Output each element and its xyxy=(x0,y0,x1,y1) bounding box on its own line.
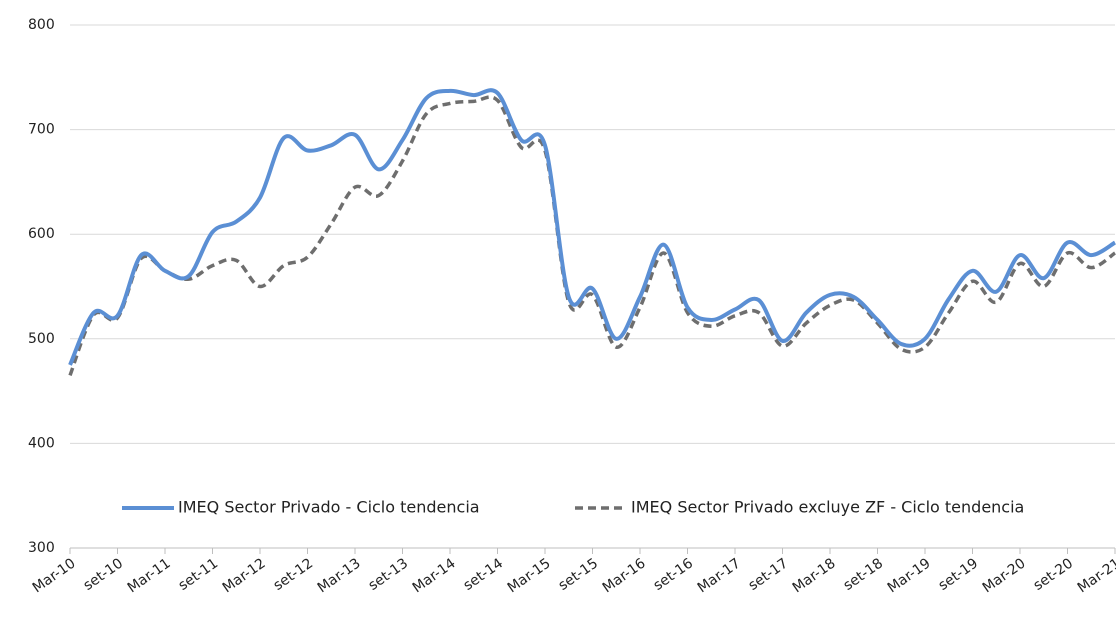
x-tick-label: Mar-21 xyxy=(1075,555,1116,596)
x-tick-label: set-20 xyxy=(1031,555,1076,593)
x-tick-label: Mar-14 xyxy=(410,555,459,596)
x-tick-label: Mar-18 xyxy=(790,555,839,596)
series-line xyxy=(68,88,1116,366)
x-tick-label: Mar-16 xyxy=(600,555,649,596)
y-tick-label: 600 xyxy=(28,226,55,242)
x-tick-label: set-17 xyxy=(746,555,791,593)
x-tick-label: Mar-17 xyxy=(695,555,744,596)
y-tick-label: 800 xyxy=(28,17,55,33)
x-tick-label: Mar-15 xyxy=(505,555,554,596)
y-tick-label: 300 xyxy=(28,540,55,556)
x-tick-label: set-15 xyxy=(556,555,601,593)
series-line xyxy=(68,95,1116,377)
x-tick-label: Mar-10 xyxy=(30,555,79,596)
legend-label: IMEQ Sector Privado - Ciclo tendencia xyxy=(178,498,480,517)
x-tick-label: set-14 xyxy=(461,555,507,594)
y-tick-label: 700 xyxy=(28,122,55,138)
x-tick-label: set-19 xyxy=(936,555,981,593)
x-tick-label: set-11 xyxy=(176,555,221,593)
x-tick-label: Mar-19 xyxy=(885,555,934,596)
x-tick-label: set-10 xyxy=(81,555,126,593)
x-tick-label: set-13 xyxy=(366,555,411,593)
x-tick-label: set-18 xyxy=(841,555,886,593)
legend-label: IMEQ Sector Privado excluye ZF - Ciclo t… xyxy=(631,498,1024,517)
x-tick-label: Mar-13 xyxy=(315,555,364,596)
x-tick-label: Mar-12 xyxy=(220,555,269,596)
y-tick-label: 400 xyxy=(28,435,55,451)
x-tick-label: set-16 xyxy=(651,555,697,594)
x-tick-label: set-12 xyxy=(271,555,316,593)
x-tick-label: Mar-20 xyxy=(980,555,1029,596)
x-tick-label: Mar-11 xyxy=(125,555,174,596)
y-tick-label: 500 xyxy=(28,331,55,347)
